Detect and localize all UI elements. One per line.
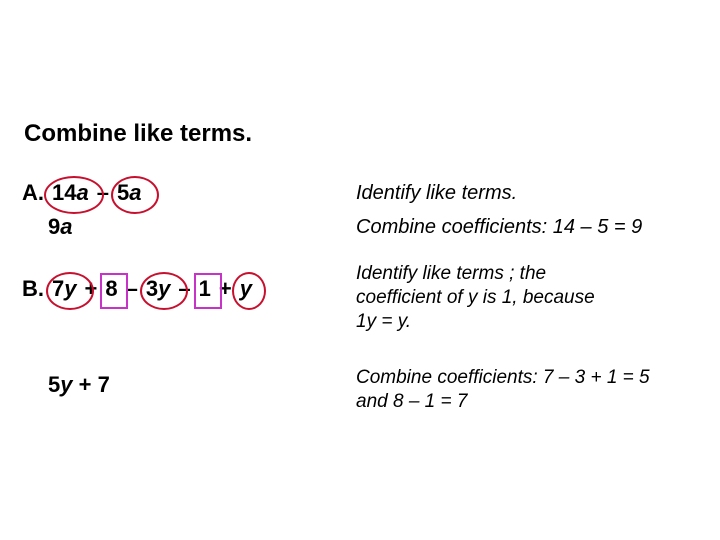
slide: Combine like terms. A. 14a–5a 9a Identif… — [0, 0, 720, 540]
problem-a-label: A. — [22, 180, 44, 206]
term: 8 — [103, 276, 119, 302]
operator: – — [91, 180, 115, 206]
problem-b-expression: 7y+8–3y–1+y — [50, 272, 254, 306]
problem-b-explain-2: Combine coefficients: 7 – 3 + 1 = 5and 8… — [356, 366, 650, 414]
heading: Combine like terms. — [24, 120, 252, 148]
operator: + — [213, 276, 238, 302]
term: 3y — [144, 276, 173, 302]
term: 5a — [115, 180, 144, 206]
operator: + — [79, 276, 104, 302]
problem-b-label: B. — [22, 276, 44, 302]
term: y — [238, 276, 254, 302]
operator: – — [172, 276, 196, 302]
problem-a-explain-2: Combine coefficients: 14 – 5 = 9 — [356, 216, 642, 239]
problem-a-answer: 9a — [48, 214, 73, 240]
term: 14a — [50, 180, 91, 206]
term: 1 — [197, 276, 213, 302]
operator: – — [120, 276, 144, 302]
term: 7y — [50, 276, 79, 302]
problem-b-answer: 5y + 7 — [48, 372, 110, 398]
problem-a-explain-1: Identify like terms. — [356, 182, 517, 205]
problem-b-explain-1: Identify like terms ; thecoefficient of … — [356, 262, 595, 334]
problem-a-expression: 14a–5a — [50, 176, 143, 210]
